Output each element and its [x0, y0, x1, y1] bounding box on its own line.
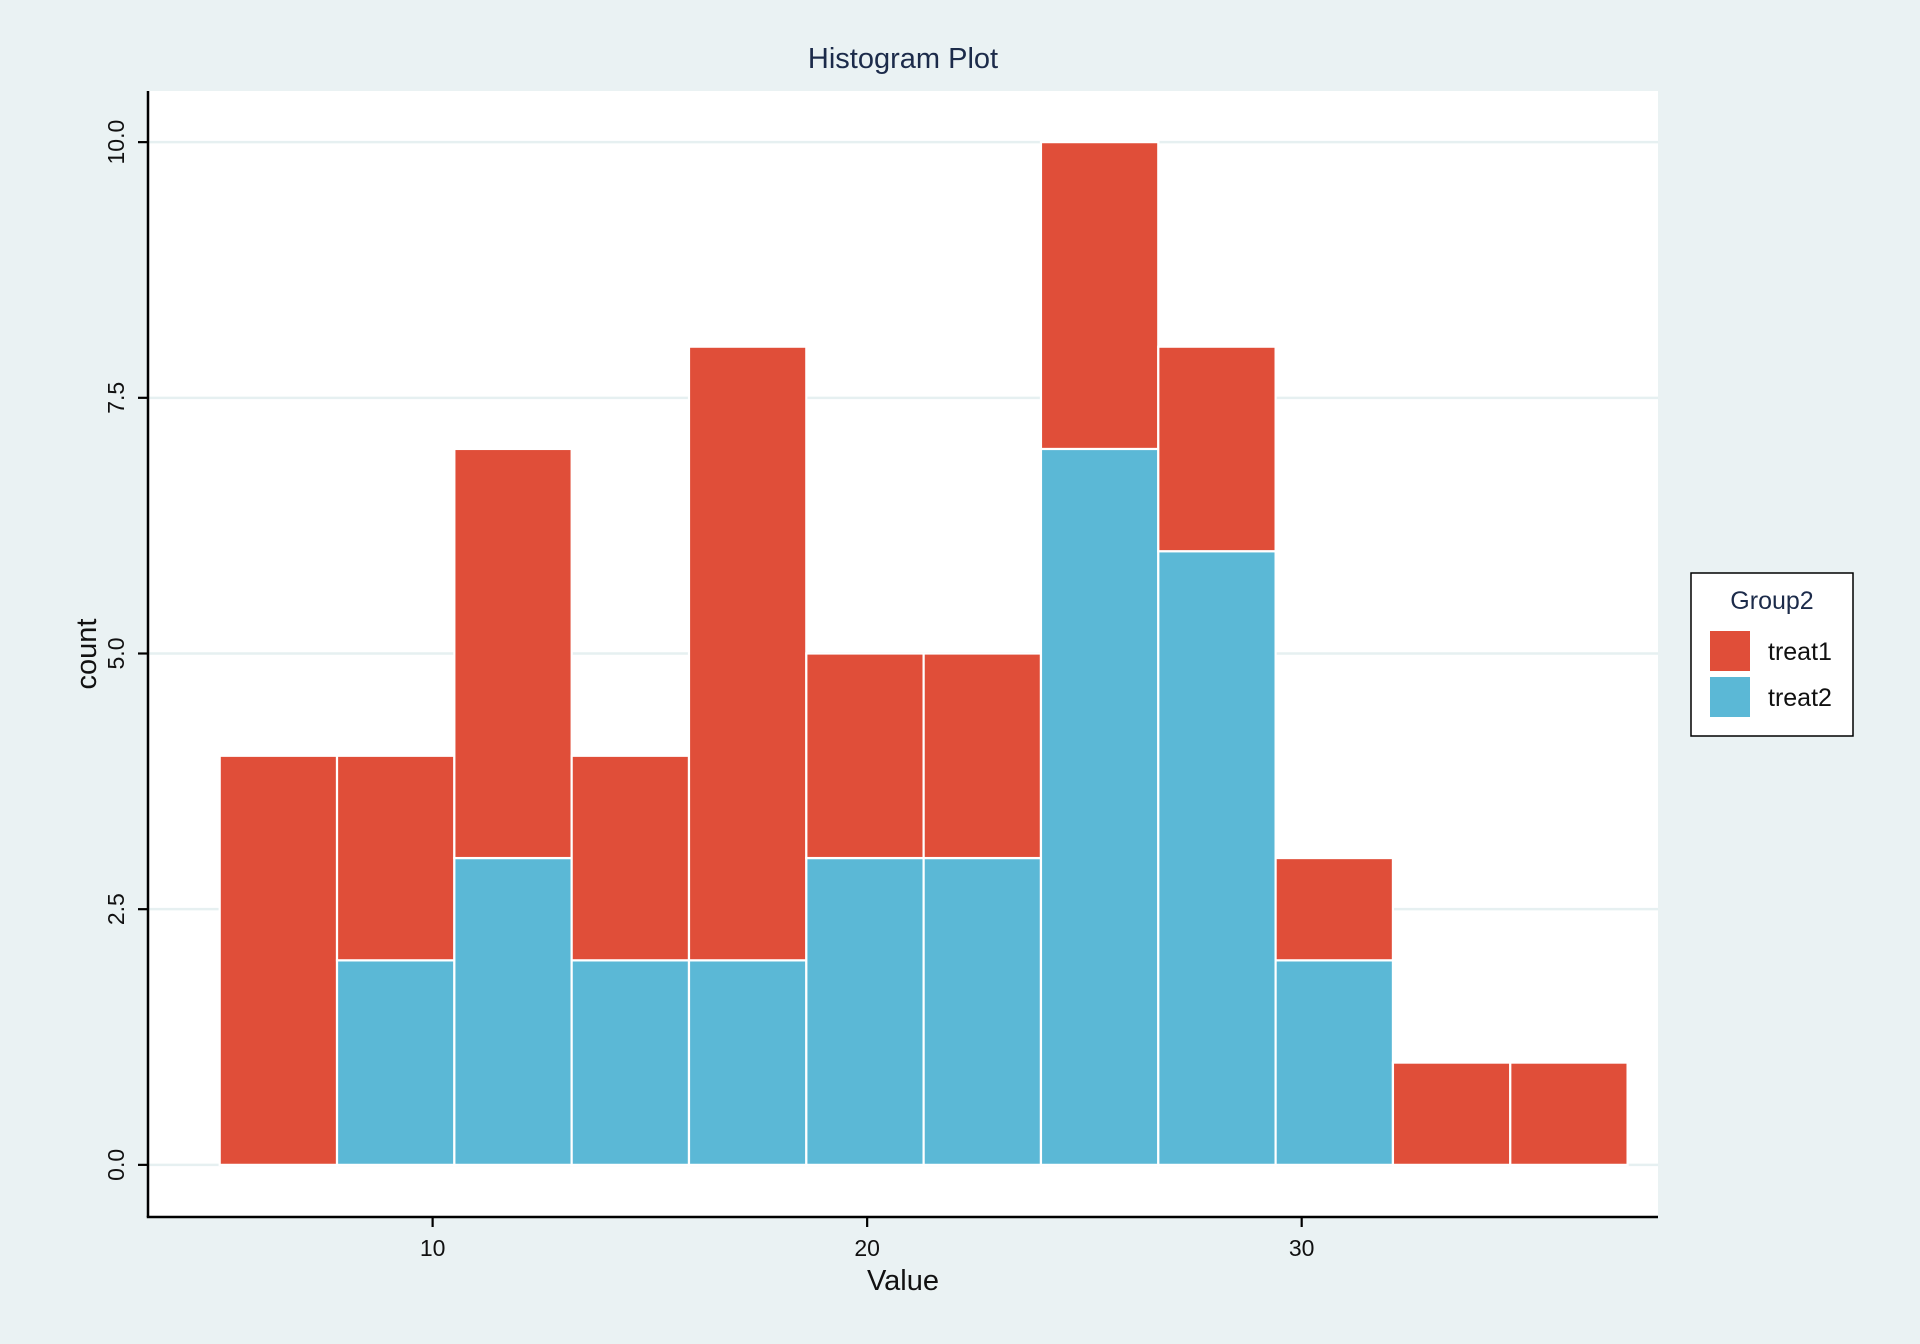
y-axis-label: count — [71, 619, 103, 690]
bars — [218, 141, 1629, 1166]
y-tick-label: 0.0 — [103, 1149, 129, 1181]
bar-treat1-bin-12 — [1509, 1061, 1629, 1166]
bar-treat1-bin-4 — [570, 754, 691, 962]
bar-treat1-bin-10 — [1274, 856, 1395, 962]
bar-treat1-bin-9 — [1157, 345, 1277, 553]
bar-treat2-bin-9 — [1157, 550, 1277, 1166]
legend-label-treat1: treat1 — [1768, 638, 1832, 666]
x-axis-label: Value — [867, 1265, 939, 1297]
legend-swatch-treat2 — [1710, 677, 1750, 717]
bar-treat2-bin-10 — [1274, 959, 1395, 1166]
legend-swatch-treat1 — [1710, 631, 1750, 671]
y-ticks: 0.0 2.5 5.0 7.5 10.0 — [103, 120, 148, 1181]
bar-treat1-bin-6 — [805, 652, 925, 860]
legend-title: Group2 — [1730, 587, 1813, 615]
chart-title: Histogram Plot — [808, 43, 998, 75]
bar-treat2-bin-4 — [570, 959, 691, 1166]
x-tick-label: 30 — [1289, 1235, 1315, 1261]
legend-label-treat2: treat2 — [1768, 684, 1832, 712]
y-tick-label: 10.0 — [103, 120, 129, 165]
legend: Group2 treat1 treat2 — [1690, 572, 1854, 737]
bar-treat1-bin-7 — [922, 652, 1043, 860]
x-ticks: 10 20 30 — [420, 1217, 1315, 1261]
bar-treat2-bin-6 — [805, 856, 925, 1166]
bar-treat1-bin-1 — [218, 754, 339, 1166]
bar-treat1-bin-3 — [453, 447, 573, 860]
bar-treat1-bin-5 — [687, 345, 808, 962]
bar-treat1-bin-2 — [335, 754, 456, 962]
bar-treat2-bin-2 — [335, 959, 456, 1166]
y-tick-label: 5.0 — [103, 638, 129, 670]
x-tick-label: 20 — [854, 1235, 880, 1261]
bar-treat1-bin-11 — [1391, 1061, 1512, 1166]
y-tick-label: 2.5 — [103, 893, 129, 925]
bar-treat2-bin-8 — [1039, 447, 1160, 1166]
bar-treat2-bin-3 — [453, 856, 573, 1166]
bar-treat1-bin-8 — [1039, 141, 1160, 451]
x-tick-label: 10 — [420, 1235, 446, 1261]
bar-treat2-bin-7 — [922, 856, 1043, 1166]
bar-treat2-bin-5 — [687, 959, 808, 1166]
y-tick-label: 7.5 — [103, 382, 129, 414]
